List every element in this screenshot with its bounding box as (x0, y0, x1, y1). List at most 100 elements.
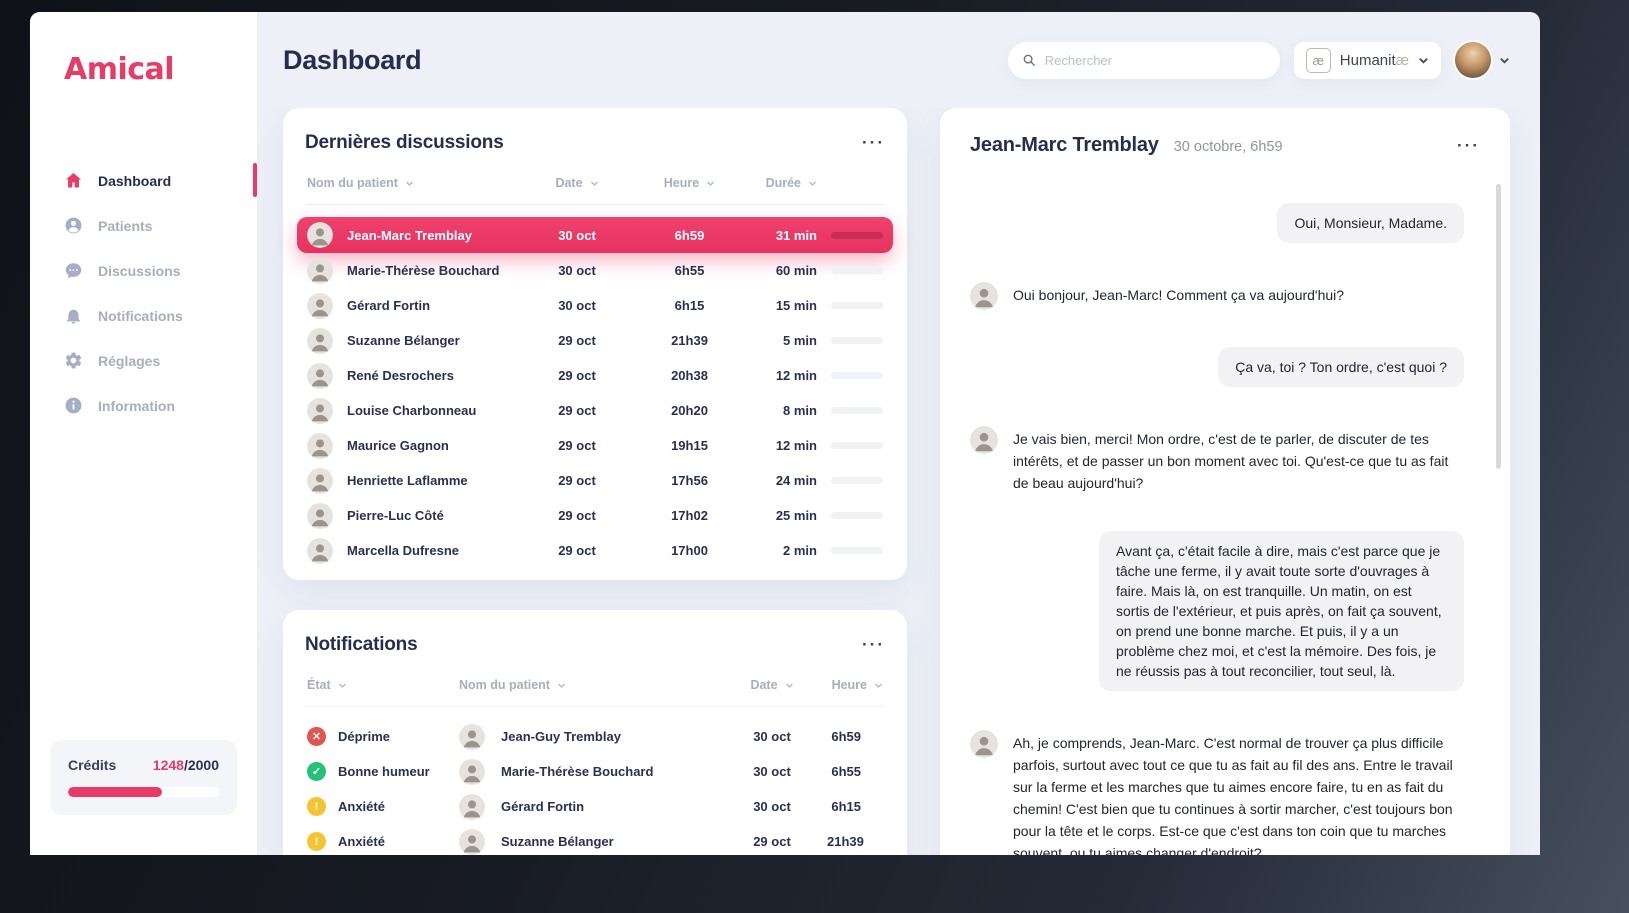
discussion-time: 20h38 (671, 368, 708, 383)
chat-message: Oui, Monsieur, Madame. (970, 203, 1464, 243)
topbar: Dashboard æ Humanitæ (258, 12, 1540, 108)
notification-date: 30 oct (753, 764, 791, 779)
bell-icon (64, 306, 83, 325)
message-text: Oui bonjour, Jean-Marc! Comment ça va au… (1013, 287, 1345, 303)
column-sort-patient[interactable]: Nom du patient (459, 678, 717, 692)
discussion-date: 29 oct (558, 473, 596, 488)
search-input[interactable] (1044, 52, 1266, 68)
patient-name: René Desrochers (347, 368, 454, 383)
patient-avatar (307, 397, 333, 424)
discussion-duration: 2 min (783, 543, 817, 558)
sidebar-item-label: Patients (98, 217, 153, 234)
discussion-duration: 12 min (775, 438, 817, 453)
discussion-time: 19h15 (671, 438, 708, 453)
sidebar-item-label: Information (98, 397, 175, 414)
patient-name: Henriette Laflamme (347, 473, 468, 488)
search-bar[interactable] (1007, 41, 1280, 79)
sidebar: Amical Dashboard Patients Discussions (30, 12, 258, 855)
patient-avatar (307, 432, 333, 459)
column-sort-heure[interactable]: Heure (632, 176, 747, 190)
sidebar-item-information[interactable]: Information (30, 384, 257, 427)
patient-avatar (307, 502, 333, 529)
duration-bar-track (831, 337, 883, 344)
patient-name: Jean-Marc Tremblay (347, 227, 473, 243)
user-icon (64, 216, 83, 235)
column-sort-date[interactable]: Date (522, 176, 632, 190)
duration-bar-track (831, 547, 883, 554)
patient-avatar (307, 257, 333, 284)
message-text: Oui, Monsieur, Madame. (1277, 203, 1464, 243)
sidebar-item-discussions[interactable]: Discussions (30, 249, 257, 292)
column-sort-date[interactable]: Date (717, 678, 827, 692)
sidebar-item-label: Notifications (98, 307, 183, 324)
message-text: Avant ça, c'était facile à dire, mais c'… (1099, 531, 1464, 691)
notification-row[interactable]: ! Anxiété Suzanne Bélanger 29 oct (305, 824, 885, 855)
duration-bar-track (831, 407, 883, 414)
sidebar-item-dashboard[interactable]: Dashboard (30, 159, 257, 202)
duration-bar-track (831, 442, 883, 449)
patient-name: Jean-Guy Tremblay (501, 729, 621, 744)
table-row[interactable]: Jean-Marc Tremblay 30 oct 6h59 31 min (297, 217, 893, 253)
discussion-duration: 24 min (775, 473, 817, 488)
discussion-duration: 12 min (775, 368, 817, 383)
table-row[interactable]: Gérard Fortin 30 oct 6h15 15 min (305, 288, 885, 323)
chevron-down-icon (590, 180, 598, 186)
notification-row[interactable]: ! Anxiété Gérard Fortin 30 oct (305, 789, 885, 824)
main-area: Dashboard æ Humanitæ (258, 12, 1540, 855)
discussion-time: 20h20 (671, 403, 708, 418)
column-sort-patient[interactable]: Nom du patient (307, 176, 522, 190)
discussion-duration: 60 min (775, 263, 817, 278)
duration-bar-track (831, 302, 883, 309)
notification-time: 6h55 (831, 764, 861, 779)
discussions-menu-button[interactable]: ··· (862, 133, 885, 152)
chat-date: 30 octobre, 6h59 (1173, 139, 1283, 155)
table-row[interactable]: Suzanne Bélanger 29 oct 21h39 5 min (305, 323, 885, 358)
discussion-time: 17h02 (671, 508, 708, 523)
chat-message: Ça va, toi ? Ton ordre, c'est quoi ? (970, 347, 1464, 387)
column-sort-duree[interactable]: Durée (747, 176, 817, 190)
notification-row[interactable]: ✓ Bonne humeur Marie-Thérèse Bouchard (305, 754, 885, 789)
notifications-rows: ✕ Déprime Jean-Guy Tremblay 30 oct (305, 719, 885, 855)
discussion-time: 17h00 (671, 543, 708, 558)
sidebar-item-reglages[interactable]: Réglages (30, 339, 257, 382)
notification-time: 6h59 (831, 729, 861, 744)
table-row[interactable]: Henriette Laflamme 29 oct 17h56 24 min (305, 463, 885, 498)
notifications-menu-button[interactable]: ··· (862, 635, 885, 654)
column-sort-etat[interactable]: État (307, 678, 459, 692)
notification-time: 21h39 (827, 834, 864, 849)
column-sort-heure[interactable]: Heure (827, 678, 883, 692)
patient-avatar (307, 537, 333, 564)
chevron-down-icon (557, 682, 565, 688)
chat-scrollbar-thumb[interactable] (1496, 184, 1501, 469)
table-row[interactable]: Marcella Dufresne 29 oct 17h00 2 min (305, 533, 885, 568)
notification-date: 30 oct (753, 799, 791, 814)
table-row[interactable]: René Desrochers 29 oct 20h38 12 min (305, 358, 885, 393)
table-row[interactable]: Louise Charbonneau 29 oct 20h20 8 min (305, 393, 885, 428)
sidebar-nav: Dashboard Patients Discussions Notificat… (30, 159, 257, 427)
discussion-date: 30 oct (558, 227, 596, 243)
credits-used: 1248 (152, 757, 184, 773)
sidebar-item-notifications[interactable]: Notifications (30, 294, 257, 337)
user-menu[interactable] (1455, 42, 1510, 78)
notifications-card: Notifications ··· État Nom du patient Da… (283, 610, 907, 855)
table-row[interactable]: Marie-Thérèse Bouchard 30 oct 6h55 60 mi… (305, 253, 885, 288)
credits-progress-track (68, 787, 219, 797)
table-row[interactable]: Pierre-Luc Côté 29 oct 17h02 25 min (305, 498, 885, 533)
chat-message: Avant ça, c'était facile à dire, mais c'… (970, 531, 1464, 691)
chat-menu-button[interactable]: ··· (1457, 136, 1480, 155)
chevron-down-icon (1500, 57, 1509, 64)
table-row[interactable]: Maurice Gagnon 29 oct 19h15 12 min (305, 428, 885, 463)
chat-messages: Oui, Monsieur, Madame. Oui bonjour, Jean… (970, 203, 1480, 855)
sidebar-item-label: Dashboard (98, 172, 172, 189)
patient-avatar (459, 828, 485, 855)
sidebar-item-patients[interactable]: Patients (30, 204, 257, 247)
discussion-date: 29 oct (558, 438, 596, 453)
discussion-time: 6h55 (674, 263, 705, 278)
notification-row[interactable]: ✕ Déprime Jean-Guy Tremblay 30 oct (305, 719, 885, 754)
patient-name: Marcella Dufresne (347, 543, 459, 558)
status-label: Anxiété (338, 834, 385, 849)
notification-date: 30 oct (753, 729, 791, 744)
discussion-time: 21h39 (671, 333, 708, 348)
patient-name: Gérard Fortin (347, 298, 431, 313)
org-selector[interactable]: æ Humanitæ (1293, 41, 1441, 79)
